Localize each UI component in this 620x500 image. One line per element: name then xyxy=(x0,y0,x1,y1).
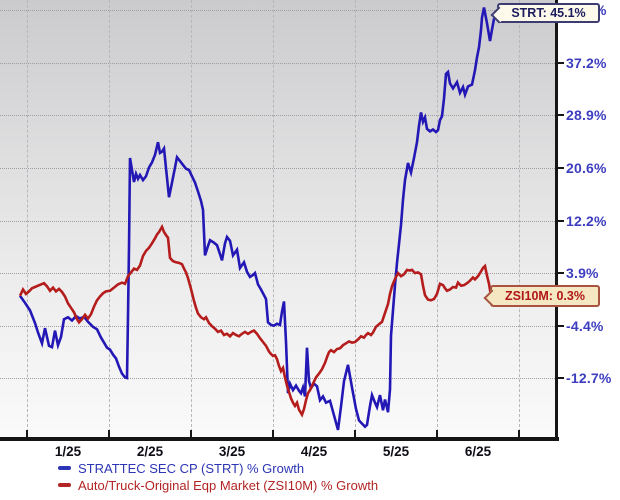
v-gridline xyxy=(109,0,110,437)
y-tick xyxy=(555,166,564,169)
x-tick xyxy=(190,430,192,437)
x-tick xyxy=(26,430,28,437)
x-tick-label: 2/25 xyxy=(136,444,164,459)
x-tick xyxy=(436,430,438,437)
v-gridline xyxy=(519,0,520,437)
plot-area xyxy=(0,0,555,437)
y-tick xyxy=(555,61,564,64)
series-line-strt xyxy=(18,7,503,431)
h-gridline xyxy=(0,273,555,275)
legend-item: STRATTEC SEC CP (STRT) % Growth xyxy=(58,461,378,478)
x-tick xyxy=(272,430,274,437)
v-gridline xyxy=(191,0,192,437)
y-tick-label: 37.2% xyxy=(566,54,607,71)
x-tick-label: 1/25 xyxy=(54,444,82,459)
legend: STRATTEC SEC CP (STRT) % Growth Auto/Truc… xyxy=(58,461,378,495)
series-line-zsi10m xyxy=(18,223,493,418)
y-tick-label: -4.4% xyxy=(566,317,604,334)
x-tick xyxy=(108,430,110,437)
v-gridline xyxy=(437,0,438,437)
x-tick xyxy=(518,430,520,437)
x-tick-label: 5/25 xyxy=(382,444,410,459)
v-gridline xyxy=(355,0,356,437)
x-tick-label: 6/25 xyxy=(464,444,492,459)
y-tick-label: 3.9% xyxy=(566,265,599,282)
legend-dash-icon xyxy=(58,483,71,488)
legend-dash-icon xyxy=(58,466,71,471)
v-gridline xyxy=(273,0,274,437)
zsi10m-last-value-callout: ZSI10M: 0.3% xyxy=(483,285,600,307)
zsi10m-callout-label: ZSI10M: 0.3% xyxy=(505,289,585,303)
x-axis-line xyxy=(0,437,559,441)
h-gridline xyxy=(0,325,555,327)
x-tick-label: 3/25 xyxy=(218,444,246,459)
y-tick-label: 12.2% xyxy=(566,212,607,229)
x-tick-label: 4/25 xyxy=(300,444,328,459)
legend-label: STRATTEC SEC CP (STRT) % Growth xyxy=(78,461,305,476)
strt-last-value-callout: STRT: 45.1% xyxy=(490,3,600,24)
strt-callout-label: STRT: 45.1% xyxy=(511,6,586,20)
legend-item: Auto/Truck-Original Eqp Market (ZSI10M) … xyxy=(58,478,378,495)
h-gridline xyxy=(0,10,555,11)
y-tick-label: 28.9% xyxy=(566,107,607,123)
y-tick-label: 20.6% xyxy=(566,159,607,176)
h-gridline xyxy=(0,115,555,116)
v-gridline xyxy=(27,0,28,437)
y-tick xyxy=(555,219,564,222)
h-gridline xyxy=(0,62,555,64)
series-lines xyxy=(18,7,503,431)
x-tick xyxy=(354,430,356,437)
y-tick-label: -12.7% xyxy=(566,370,612,386)
h-gridline xyxy=(0,378,555,379)
h-gridline xyxy=(0,220,555,222)
legend-label: Auto/Truck-Original Eqp Market (ZSI10M) … xyxy=(78,478,379,493)
y-tick xyxy=(555,324,564,327)
y-tick xyxy=(555,377,564,379)
y-tick xyxy=(555,272,564,275)
h-gridline xyxy=(0,167,555,169)
y-tick xyxy=(555,114,564,116)
